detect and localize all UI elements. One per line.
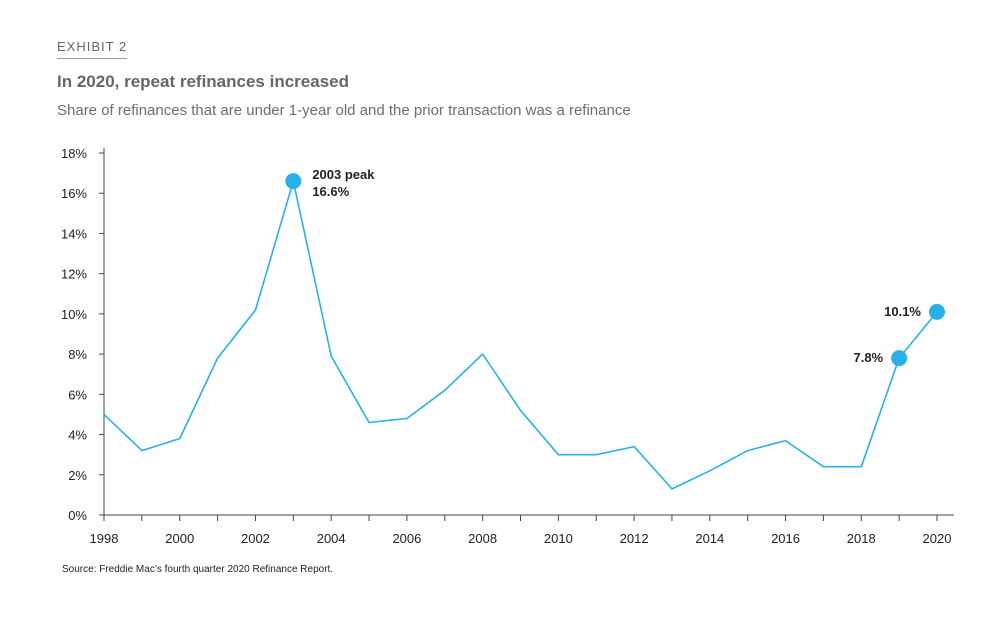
y-tick-label: 4% (68, 428, 87, 443)
x-tick-label: 2010 (544, 531, 573, 546)
y-tick-label: 14% (61, 226, 87, 241)
x-tick-label: 2016 (771, 531, 800, 546)
chart-title: In 2020, repeat refinances increased (57, 72, 349, 91)
series-line (103, 180, 938, 490)
data-label: 10.1% (884, 304, 921, 319)
y-tick-label: 12% (61, 267, 87, 282)
x-tick-label: 2014 (695, 531, 724, 546)
y-tick-label: 16% (61, 186, 87, 201)
y-tick-label: 10% (61, 307, 87, 322)
highlight-point (285, 173, 302, 190)
x-tick-label: 2020 (923, 531, 952, 546)
source-note: Source: Freddie Mac’s fourth quarter 202… (62, 564, 334, 575)
x-tick-label: 2008 (468, 531, 497, 546)
y-tick-label: 0% (68, 508, 87, 523)
data-label: 2003 peak (312, 167, 375, 182)
data-label: 16.6% (312, 184, 349, 199)
x-tick-label: 2000 (165, 531, 194, 546)
x-tick-label: 2012 (620, 531, 649, 546)
x-tick-label: 2006 (392, 531, 421, 546)
chart-subtitle: Share of refinances that are under 1-yea… (57, 102, 631, 119)
y-tick-label: 2% (68, 468, 87, 483)
x-tick-label: 1998 (90, 531, 119, 546)
y-tick-label: 18% (61, 146, 87, 161)
y-tick-label: 6% (68, 387, 87, 402)
x-tick-label: 2018 (847, 531, 876, 546)
x-tick-label: 2004 (317, 531, 346, 546)
exhibit-label: EXHIBIT 2 (57, 39, 128, 59)
y-tick-label: 8% (68, 347, 87, 362)
highlight-point (891, 350, 908, 367)
x-tick-label: 2002 (241, 531, 270, 546)
highlight-point (929, 303, 945, 320)
data-label: 7.8% (853, 350, 883, 365)
